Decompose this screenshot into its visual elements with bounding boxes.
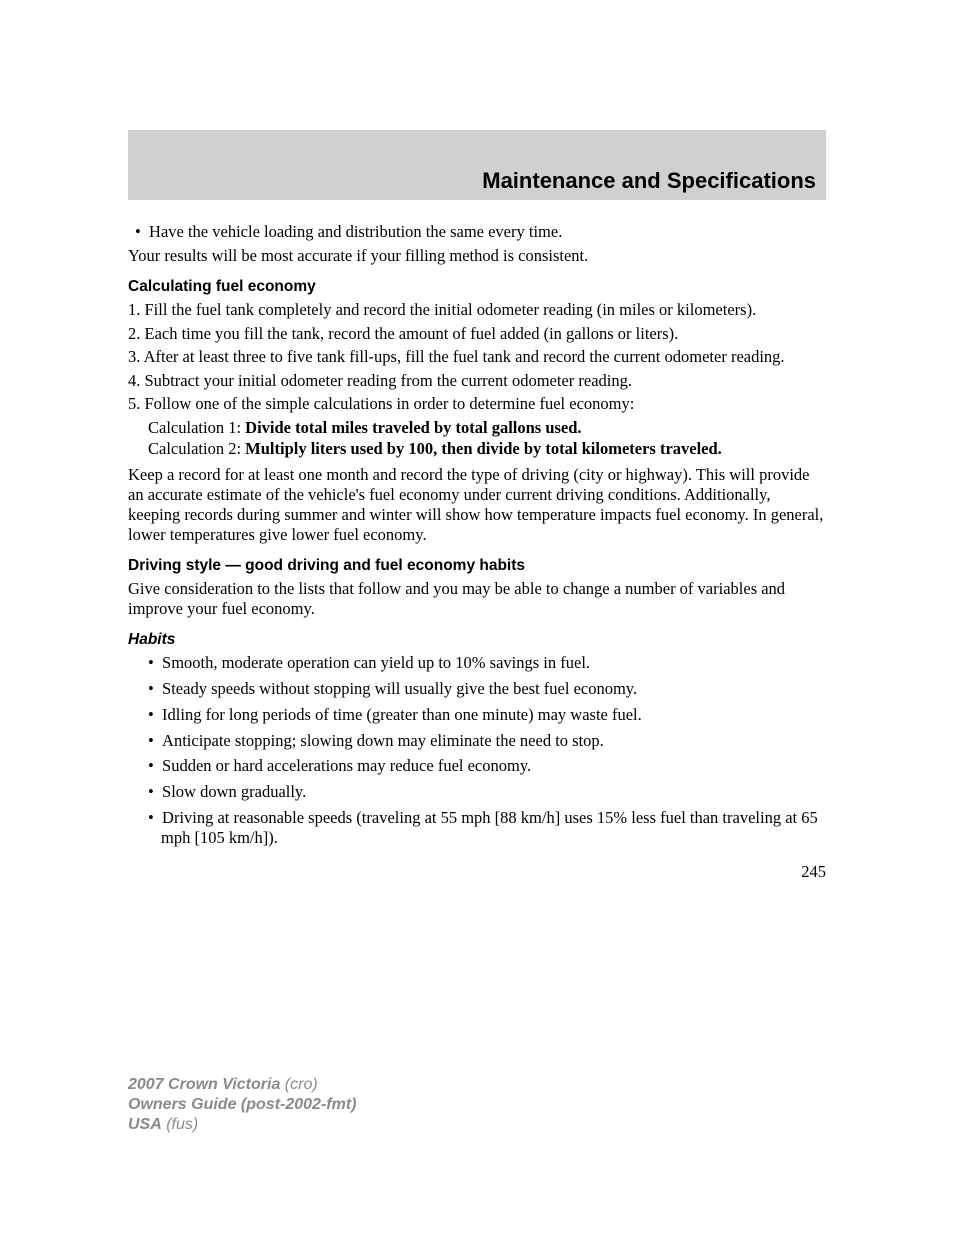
footer-code1: (cro) [280,1076,317,1093]
calc2-bold: Multiply liters used by 100, then divide… [245,439,722,458]
chapter-title: Maintenance and Specifications [482,168,816,194]
step-5: 5. Follow one of the simple calculations… [128,394,826,413]
sec1-note: Keep a record for at least one month and… [128,465,826,546]
habit-bullet-6: Slow down gradually. [128,782,826,802]
footer-region: USA [128,1116,162,1133]
footer-code3: (fus) [162,1116,198,1133]
intro-note: Your results will be most accurate if yo… [128,246,826,266]
sub-heading-habits: Habits [128,631,826,649]
calculation-2: Calculation 2: Multiply liters used by 1… [128,439,826,458]
intro-bullet: Have the vehicle loading and distributio… [128,222,826,242]
section-heading-driving: Driving style — good driving and fuel ec… [128,557,826,575]
page-content: Maintenance and Specifications Have the … [0,0,954,882]
step-2: 2. Each time you fill the tank, record t… [128,324,826,343]
habit-bullet-2: Steady speeds without stopping will usua… [128,679,826,699]
habit-bullet-4: Anticipate stopping; slowing down may el… [128,731,826,751]
footer-block: 2007 Crown Victoria (cro) Owners Guide (… [128,1075,356,1135]
habit-bullet-7: Driving at reasonable speeds (traveling … [128,808,826,848]
section-heading-calc: Calculating fuel economy [128,278,826,296]
calc1-label: Calculation 1: [148,418,245,437]
footer-line-3: USA (fus) [128,1115,356,1135]
habit-bullet-3: Idling for long periods of time (greater… [128,705,826,725]
footer-line-1: 2007 Crown Victoria (cro) [128,1075,356,1095]
calculation-1: Calculation 1: Divide total miles travel… [128,418,826,437]
page-number: 245 [128,862,826,882]
calc1-bold: Divide total miles traveled by total gal… [245,418,581,437]
footer-line-2: Owners Guide (post-2002-fmt) [128,1095,356,1115]
step-4: 4. Subtract your initial odometer readin… [128,371,826,390]
header-band: Maintenance and Specifications [128,130,826,200]
step-3: 3. After at least three to five tank fil… [128,347,826,366]
sec2-intro: Give consideration to the lists that fol… [128,579,826,619]
habit-bullet-5: Sudden or hard accelerations may reduce … [128,756,826,776]
calc2-label: Calculation 2: [148,439,245,458]
step-1: 1. Fill the fuel tank completely and rec… [128,300,826,319]
footer-vehicle: 2007 Crown Victoria [128,1076,280,1093]
habit-bullet-1: Smooth, moderate operation can yield up … [128,653,826,673]
